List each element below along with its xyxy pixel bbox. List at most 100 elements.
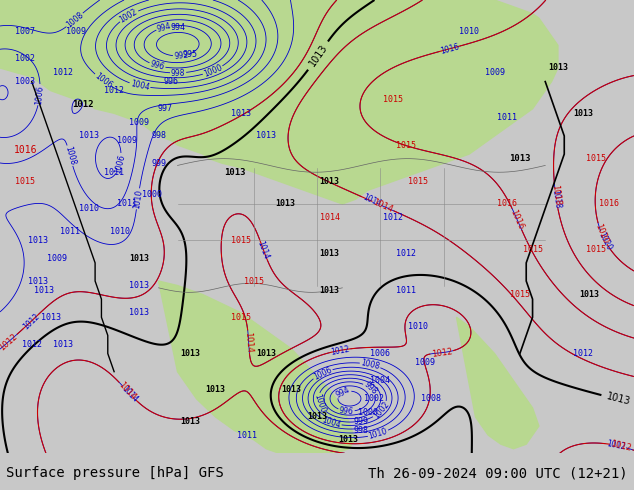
Text: 1004: 1004	[321, 415, 342, 430]
Text: 1020: 1020	[593, 222, 610, 245]
Text: 1009: 1009	[484, 68, 505, 77]
Text: 1016: 1016	[439, 42, 460, 56]
Text: 1015: 1015	[408, 177, 429, 186]
Text: 1015: 1015	[243, 276, 264, 286]
Text: 1013: 1013	[256, 349, 276, 358]
Text: 1013: 1013	[180, 349, 200, 358]
Text: 1012: 1012	[0, 332, 19, 352]
Text: 1018: 1018	[550, 189, 562, 209]
Text: 1010: 1010	[79, 204, 99, 213]
Text: 1016: 1016	[13, 145, 37, 154]
Text: 1013: 1013	[320, 177, 340, 186]
Text: 1000: 1000	[202, 63, 224, 79]
Text: 1013: 1013	[28, 236, 48, 245]
Text: 997: 997	[157, 104, 172, 113]
Text: 1000: 1000	[358, 408, 378, 417]
Text: 1010: 1010	[408, 322, 429, 331]
Text: 1012: 1012	[22, 340, 42, 349]
Text: 1020: 1020	[597, 230, 614, 251]
Text: 1013: 1013	[339, 435, 359, 444]
Text: 1013: 1013	[573, 109, 593, 118]
Text: 996: 996	[164, 77, 179, 86]
Text: 1014: 1014	[361, 193, 382, 209]
Text: 1002: 1002	[372, 400, 391, 420]
Text: 1016: 1016	[497, 199, 517, 208]
Text: 1013: 1013	[180, 417, 200, 426]
Text: 1012: 1012	[610, 440, 633, 453]
Text: 1014: 1014	[243, 331, 254, 353]
Text: 1013: 1013	[53, 340, 74, 349]
Text: 999: 999	[354, 417, 369, 426]
Text: 1016: 1016	[598, 199, 619, 208]
Text: 1012: 1012	[573, 349, 593, 358]
Text: 994: 994	[335, 385, 352, 400]
Text: 1015: 1015	[510, 290, 530, 299]
Text: 1015: 1015	[15, 177, 36, 186]
Text: 1006: 1006	[312, 365, 333, 382]
Text: 1009: 1009	[415, 358, 435, 367]
Text: 1014: 1014	[320, 213, 340, 222]
Text: 1004: 1004	[129, 79, 150, 92]
Text: 1012: 1012	[383, 213, 403, 222]
Text: 1013: 1013	[275, 199, 295, 208]
Text: 1008: 1008	[360, 358, 380, 371]
Text: 1013: 1013	[256, 131, 276, 141]
Text: 1009: 1009	[129, 118, 150, 127]
Text: 1009: 1009	[117, 136, 137, 145]
Text: 1013: 1013	[129, 308, 150, 317]
Text: 1010: 1010	[368, 427, 389, 441]
Text: 1018: 1018	[550, 184, 562, 206]
Text: 1000: 1000	[312, 392, 327, 414]
Text: 995: 995	[183, 50, 198, 59]
Polygon shape	[158, 281, 355, 453]
Text: 1013: 1013	[320, 286, 340, 294]
Text: 1012: 1012	[72, 100, 93, 109]
Text: 1014: 1014	[372, 198, 394, 215]
Text: 1011: 1011	[104, 168, 124, 177]
Polygon shape	[0, 0, 558, 204]
Text: 998: 998	[362, 380, 378, 397]
Text: 1013: 1013	[28, 276, 48, 286]
Text: 1013: 1013	[281, 385, 302, 394]
Text: 1015: 1015	[396, 141, 416, 149]
Text: 1016: 1016	[508, 208, 526, 231]
Text: 1014: 1014	[120, 384, 140, 404]
Text: 1003: 1003	[15, 77, 36, 86]
Text: 1002: 1002	[364, 394, 384, 403]
Text: 1002: 1002	[118, 7, 139, 24]
Text: 1007: 1007	[15, 27, 36, 36]
Text: 1012: 1012	[53, 68, 74, 77]
Text: 1011: 1011	[396, 286, 416, 294]
Text: 1015: 1015	[231, 313, 251, 322]
Text: 1012: 1012	[396, 249, 416, 258]
Text: 1010: 1010	[110, 227, 131, 236]
Text: 1011: 1011	[117, 199, 137, 208]
Text: 1012: 1012	[605, 439, 626, 452]
Text: 996: 996	[149, 59, 165, 72]
Text: Th 26-09-2024 09:00 UTC (12+21): Th 26-09-2024 09:00 UTC (12+21)	[368, 466, 628, 481]
Text: 1013: 1013	[34, 286, 55, 294]
Text: 1013: 1013	[129, 281, 150, 290]
Text: 1013: 1013	[579, 290, 600, 299]
Text: 1013: 1013	[205, 385, 226, 394]
Text: 994: 994	[156, 21, 172, 33]
Text: 998: 998	[151, 131, 166, 141]
Text: 1013: 1013	[224, 168, 245, 177]
Text: 1013: 1013	[41, 313, 61, 322]
Text: 999: 999	[151, 159, 166, 168]
Text: 1011: 1011	[497, 113, 517, 122]
Text: 1013: 1013	[129, 254, 150, 263]
Text: 1008: 1008	[63, 145, 77, 166]
Text: 1013: 1013	[79, 131, 99, 141]
Text: Surface pressure [hPa] GFS: Surface pressure [hPa] GFS	[6, 466, 224, 481]
Text: 1008: 1008	[65, 10, 85, 29]
Text: 1002: 1002	[15, 54, 36, 63]
Polygon shape	[456, 318, 539, 449]
Text: 1015: 1015	[586, 154, 606, 163]
Text: 1012: 1012	[430, 347, 453, 359]
Text: 1011: 1011	[237, 431, 257, 440]
Text: 1013: 1013	[307, 43, 329, 69]
Text: 998: 998	[354, 426, 369, 435]
Text: 1010: 1010	[459, 27, 479, 36]
Text: 998: 998	[171, 68, 185, 77]
